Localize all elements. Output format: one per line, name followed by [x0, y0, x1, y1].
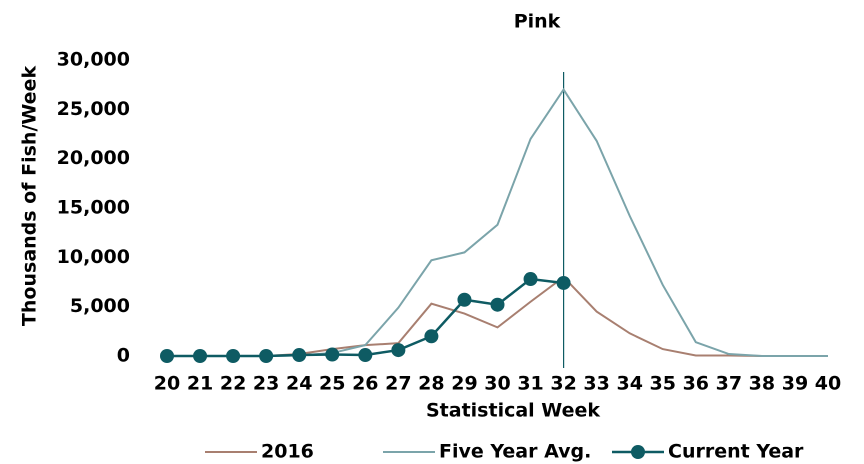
x-tick-label: 20 [154, 373, 180, 395]
x-tick-label: 25 [319, 373, 345, 395]
point [193, 349, 208, 363]
x-tick-label: 34 [616, 373, 642, 395]
x-tick-label: 31 [517, 373, 543, 395]
x-tick-label: 24 [286, 373, 312, 395]
point [160, 349, 174, 363]
x-tick-label: 32 [550, 373, 576, 395]
x-tick-label: 35 [650, 373, 676, 395]
x-tick-label: 21 [187, 373, 213, 395]
y-tick-label: 15,000 [57, 197, 130, 219]
x-tick-label: 26 [352, 373, 378, 395]
y-axis-label: Thousands of Fish/Week [19, 66, 41, 327]
x-tick-label: 37 [716, 373, 742, 395]
point [325, 347, 340, 362]
legend-label: 2016 [261, 441, 314, 463]
legend-label: Current Year [668, 441, 804, 463]
point [457, 292, 472, 307]
x-tick-label: 22 [220, 373, 246, 395]
y-tick-label: 0 [117, 345, 130, 367]
series-line [167, 87, 828, 357]
series-line [167, 275, 828, 357]
point [259, 349, 274, 363]
x-tick-label: 30 [484, 373, 510, 395]
y-tick-label: 30,000 [57, 49, 130, 71]
point [556, 275, 571, 290]
x-tick-label: 36 [683, 373, 709, 395]
point [226, 349, 241, 363]
point [292, 348, 307, 363]
x-axis-label: Statistical Week [426, 400, 600, 422]
point [358, 348, 373, 363]
x-tick-label: 39 [782, 373, 808, 395]
point [490, 297, 505, 312]
x-tick-label: 29 [451, 373, 477, 395]
point [424, 329, 439, 344]
legend-marker [631, 445, 645, 459]
legend-label: Five Year Avg. [439, 441, 591, 463]
chart-title: Pink [514, 11, 561, 33]
x-tick-label: 27 [385, 373, 411, 395]
x-tick-label: 33 [583, 373, 609, 395]
y-tick-label: 25,000 [57, 98, 130, 120]
x-tick-label: 38 [749, 373, 775, 395]
point [391, 343, 406, 358]
y-tick-label: 20,000 [57, 147, 130, 169]
point [523, 272, 538, 287]
y-tick-label: 10,000 [57, 246, 130, 268]
y-tick-label: 5,000 [70, 295, 130, 317]
x-tick-label: 28 [418, 373, 444, 395]
x-tick-label: 40 [815, 373, 841, 395]
x-tick-label: 23 [253, 373, 279, 395]
